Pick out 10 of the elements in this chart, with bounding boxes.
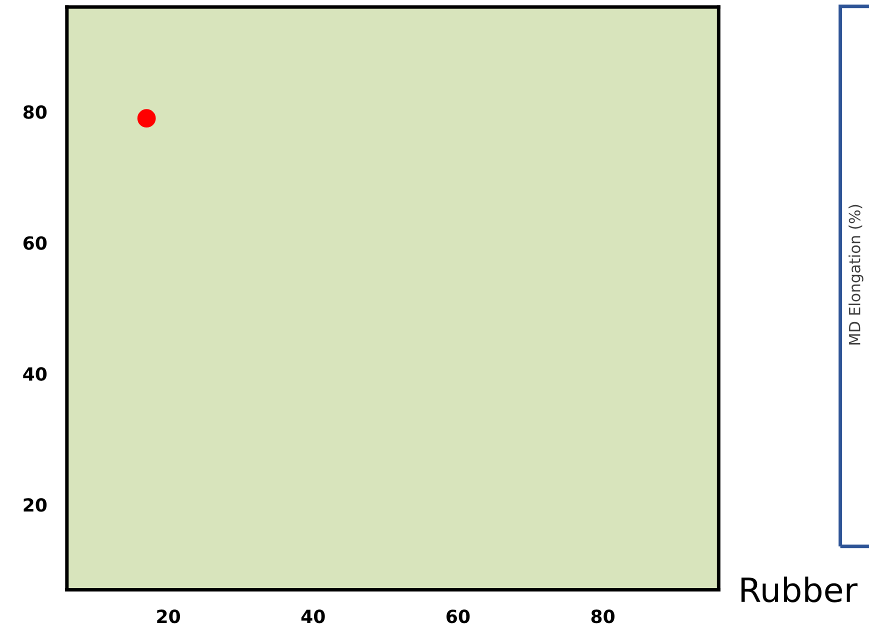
x-tick-label: 60 xyxy=(446,610,470,624)
y-tick-label: 40 xyxy=(23,367,47,381)
text: MD Elongation (%) xyxy=(848,204,864,344)
y-tick-label: 60 xyxy=(23,236,47,250)
x-tick-label: 40 xyxy=(301,610,325,624)
x-tick-label: 80 xyxy=(591,610,614,624)
x-axis-title: Rubber xyxy=(741,576,858,602)
y-tick-label: 20 xyxy=(24,498,47,512)
x-tick-label: 20 xyxy=(157,610,180,624)
y-tick-label: 80 xyxy=(23,105,47,119)
